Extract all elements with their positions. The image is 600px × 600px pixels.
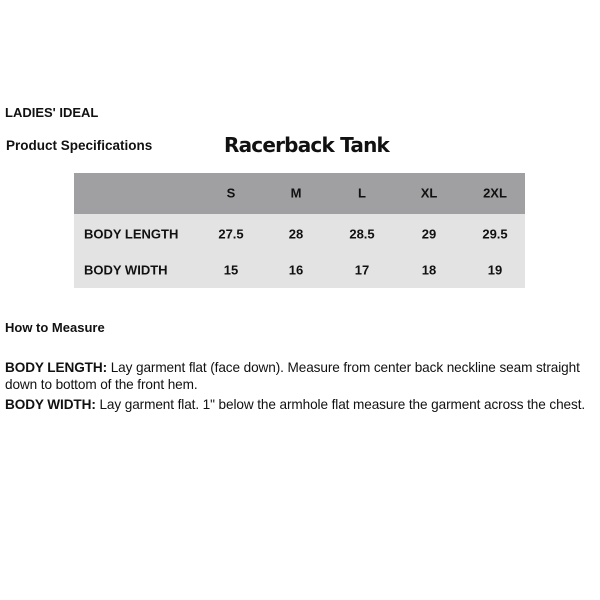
column-header-l: L <box>358 185 366 201</box>
table-cell: 19 <box>487 262 503 278</box>
table-cell: 29.5 <box>482 226 508 242</box>
table-cell: 16 <box>288 262 304 278</box>
section-label: Product Specifications <box>6 138 153 153</box>
row-label: BODY LENGTH <box>84 226 179 242</box>
table-header <box>74 173 525 214</box>
instruction-text: Lay garment flat (face down). Measure fr… <box>5 360 580 392</box>
measure-instruction-width: BODY WIDTH: Lay garment flat. 1" below t… <box>5 396 600 413</box>
table-cell: 15 <box>223 262 239 278</box>
how-to-measure-heading: How to Measure <box>5 320 105 335</box>
instruction-term: BODY LENGTH: <box>5 360 108 375</box>
column-header-s: S <box>226 185 236 201</box>
instruction-term: BODY WIDTH: <box>5 397 96 412</box>
measure-instruction-length: BODY LENGTH: Lay garment flat (face down… <box>5 359 600 393</box>
table-cell: 29 <box>421 226 437 242</box>
table-cell: 27.5 <box>218 226 244 242</box>
row-label: BODY WIDTH <box>84 262 168 278</box>
table-cell: 28 <box>288 226 304 242</box>
size-chart-table: S M L XL 2XL BODY LENGTH 27.5 28 28.5 29 29.5 BODY … <box>74 173 525 288</box>
instruction-text: Lay garment flat. 1" below the armhole f… <box>95 397 586 412</box>
column-header-2xl: 2XL <box>483 185 507 201</box>
column-header-xl: XL <box>420 185 438 201</box>
table-cell: 28.5 <box>349 226 375 242</box>
brand-label: LADIES' IDEAL <box>5 105 99 120</box>
column-header-m: M <box>290 185 302 201</box>
table-cell: 17 <box>354 262 370 278</box>
table-cell: 18 <box>421 262 437 278</box>
product-title: Racerback Tank <box>224 133 390 157</box>
